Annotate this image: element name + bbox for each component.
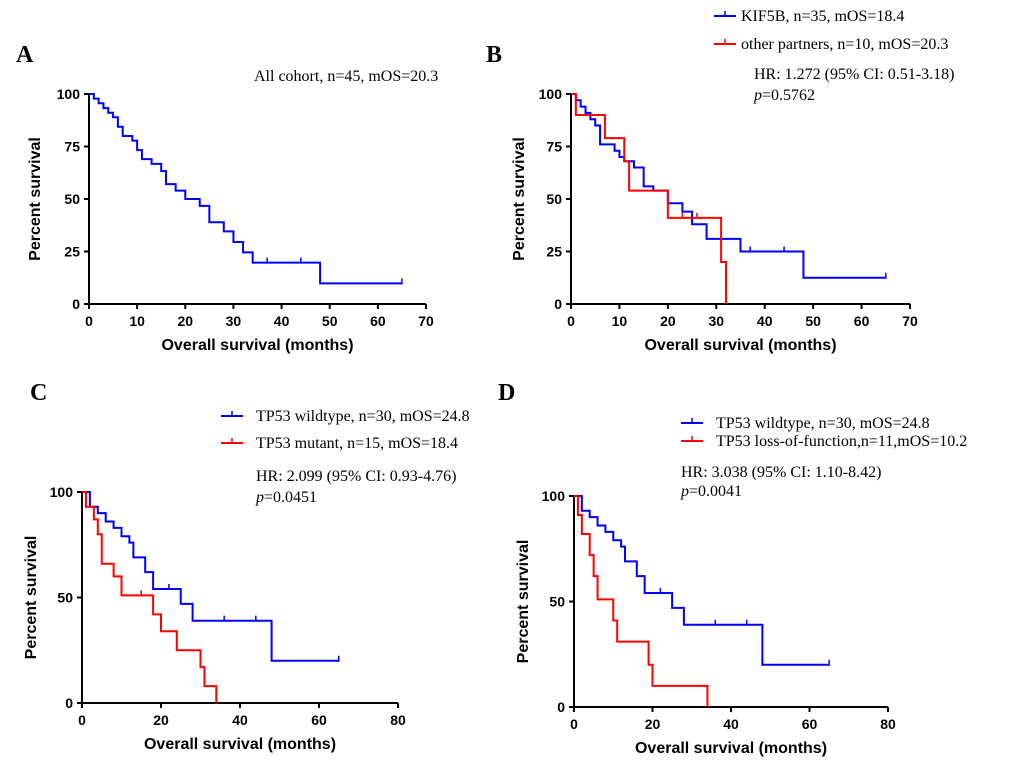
panel-b-x-tick-label: 40 — [757, 313, 773, 329]
panel-b-x-tick-label: 30 — [708, 313, 724, 329]
panel-c-legend-label: TP53 wildtype, n=30, mOS=24.8 — [256, 408, 470, 425]
panel-c-series-1-curve — [82, 491, 218, 703]
panel-a-y-tick-label: 100 — [57, 86, 81, 102]
panel-c-letter: C — [30, 380, 47, 406]
panel-c-y-axis-title: Percent survival — [23, 536, 40, 660]
panel-d-x-tick-label: 80 — [880, 716, 896, 732]
panel-b-annotation: HR: 1.272 (95% CI: 0.51-3.18) — [754, 66, 954, 83]
panel-b-x-tick-label: 60 — [854, 313, 870, 329]
panel-a-x-tick-label: 40 — [274, 313, 290, 329]
panel-a-y-tick-label: 75 — [64, 139, 80, 155]
panel-c-y-tick-label: 0 — [65, 695, 73, 711]
panel-a-x-tick-label: 10 — [129, 313, 145, 329]
panel-d-p-value: p=0.0041 — [680, 483, 742, 500]
panel-b-series-0-curve — [571, 93, 886, 279]
panel-b-p-value: p=0.5762 — [753, 87, 815, 104]
panel-a-x-tick-label: 20 — [177, 313, 193, 329]
panel-a-x-tick-label: 50 — [322, 313, 338, 329]
panel-d-x-tick-label: 20 — [645, 716, 661, 732]
panel-c-x-axis-title: Overall survival (months) — [144, 736, 336, 753]
panel-d-y-tick-label: 50 — [549, 594, 565, 610]
panel-b-y-tick-label: 100 — [539, 86, 563, 102]
panel-c-x-tick-label: 20 — [153, 712, 169, 728]
panel-d-series-0-curve — [574, 495, 830, 666]
panel-b-p-symbol: p — [753, 87, 762, 104]
panel-b-x-tick-label: 10 — [612, 313, 628, 329]
panel-c-annotation: HR: 2.099 (95% CI: 0.93-4.76) — [256, 468, 456, 485]
panel-d-x-axis-title: Overall survival (months) — [635, 740, 827, 757]
panel-b-y-tick-label: 75 — [546, 139, 562, 155]
panel-a-annotation: All cohort, n=45, mOS=20.3 — [254, 68, 438, 85]
panel-a-y-tick-label: 25 — [64, 244, 80, 260]
panel-b-x-tick-label: 50 — [805, 313, 821, 329]
panel-d-x-tick-label: 0 — [570, 716, 578, 732]
panel-d-p-number: =0.0041 — [689, 483, 742, 500]
panel-c-p-number: =0.0451 — [264, 489, 317, 506]
panel-d-y-tick-label: 100 — [542, 488, 566, 504]
panel-a-y-tick-label: 50 — [64, 191, 80, 207]
panel-a-y-tick-label: 0 — [72, 296, 80, 312]
panel-a-x-tick-label: 30 — [226, 313, 242, 329]
panel-b-p-number: =0.5762 — [762, 87, 815, 104]
panel-b-x-tick-label: 0 — [567, 313, 575, 329]
panel-c-p-symbol: p — [255, 489, 264, 506]
panel-d-series-1-curve — [574, 495, 709, 707]
panel-d-x-tick-label: 40 — [723, 716, 739, 732]
panel-a-series-0-curve — [89, 93, 402, 285]
panel-c-p-value: p=0.0451 — [255, 489, 317, 506]
panel-c-series-0-curve — [82, 491, 339, 662]
panel-a-x-tick-label: 0 — [85, 313, 93, 329]
panel-c-x-tick-label: 0 — [78, 712, 86, 728]
panel-d-p-symbol: p — [680, 483, 689, 500]
panel-d-legend-label: TP53 loss-of-function,n=11,mOS=10.2 — [716, 433, 967, 450]
panel-a-letter: A — [16, 42, 34, 68]
panel-a-x-tick-label: 60 — [370, 313, 386, 329]
panel-c-legend-label: TP53 mutant, n=15, mOS=18.4 — [256, 435, 458, 452]
panel-a-y-axis-title: Percent survival — [27, 137, 44, 261]
panel-a-x-axis-title: Overall survival (months) — [161, 337, 353, 354]
panel-d-annotation: HR: 3.038 (95% CI: 1.10-8.42) — [681, 464, 881, 481]
panel-c-y-tick-label: 50 — [57, 590, 73, 606]
panel-d-letter: D — [498, 380, 515, 406]
panel-c-x-tick-label: 80 — [390, 712, 406, 728]
panel-c-x-tick-label: 60 — [311, 712, 327, 728]
panel-b-series-1-curve — [571, 93, 727, 304]
panel-c-x-tick-label: 40 — [232, 712, 248, 728]
panel-b-y-tick-label: 25 — [546, 244, 562, 260]
panel-c-y-tick-label: 100 — [50, 484, 74, 500]
panel-b-y-tick-label: 50 — [546, 191, 562, 207]
panel-d-legend-label: TP53 wildtype, n=30, mOS=24.8 — [716, 415, 930, 432]
panel-b-y-axis-title: Percent survival — [511, 137, 528, 261]
panel-d-x-tick-label: 60 — [802, 716, 818, 732]
panel-b-legend-label: other partners, n=10, mOS=20.3 — [741, 36, 948, 53]
panel-b-y-tick-label: 0 — [554, 296, 562, 312]
panel-b-legend-label: KIF5B, n=35, mOS=18.4 — [741, 8, 904, 25]
panel-b-letter: B — [486, 42, 502, 68]
panel-a-x-tick-label: 70 — [418, 313, 434, 329]
panel-d-y-tick-label: 0 — [557, 699, 565, 715]
panel-b-x-tick-label: 20 — [660, 313, 676, 329]
panel-b-x-tick-label: 70 — [902, 313, 918, 329]
panel-b-x-axis-title: Overall survival (months) — [644, 337, 836, 354]
panel-d-y-axis-title: Percent survival — [515, 540, 532, 664]
